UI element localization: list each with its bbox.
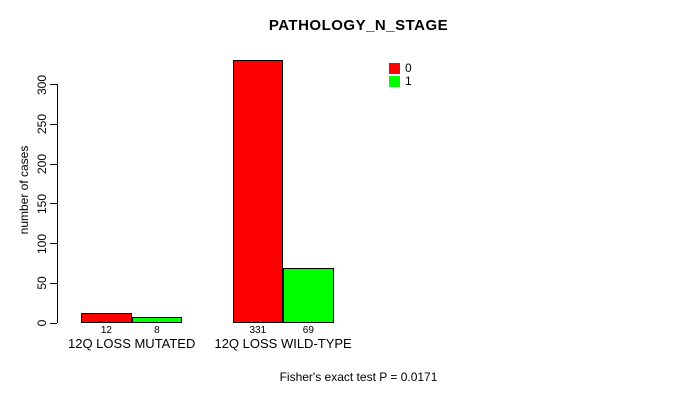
legend-item: 0	[389, 61, 412, 75]
legend-item: 1	[389, 74, 412, 88]
bar-1-1	[283, 268, 334, 323]
bar-value-label: 12	[100, 325, 112, 336]
legend-swatch	[389, 76, 400, 87]
y-axis-line	[57, 84, 58, 323]
y-tick-mark	[50, 243, 57, 244]
legend-label: 0	[405, 61, 412, 75]
bar-1-0	[131, 316, 183, 323]
annotation-text: Fisher's exact test P = 0.0171	[279, 370, 438, 384]
y-tick-mark	[50, 203, 57, 205]
chart-title: PATHOLOGY_N_STAGE	[268, 17, 449, 34]
bar-value-label: 69	[302, 325, 314, 336]
y-tick-label: 250	[35, 114, 49, 135]
y-tick-label: 0	[35, 319, 49, 327]
y-tick-label: 300	[35, 74, 49, 95]
category-label: 12Q LOSS MUTATED	[67, 336, 196, 351]
y-tick-label: 200	[35, 153, 49, 175]
bar-0-0	[81, 313, 132, 323]
bar-value-label: 8	[154, 325, 160, 336]
category-label: 12Q LOSS WILD-TYPE	[214, 336, 352, 351]
y-tick-label: 150	[35, 193, 49, 214]
y-tick-mark	[50, 84, 57, 85]
y-tick-mark	[50, 163, 57, 165]
y-axis-title: number of cases	[17, 145, 31, 235]
bar-value-label: 331	[249, 325, 267, 336]
y-tick-mark	[50, 123, 57, 125]
y-tick-mark	[50, 282, 57, 284]
y-tick-mark	[50, 322, 57, 324]
legend-swatch	[389, 63, 400, 74]
bar-0-1	[232, 59, 284, 323]
y-tick-label: 100	[35, 233, 49, 254]
legend-label: 1	[405, 74, 412, 88]
y-tick-label: 50	[35, 276, 49, 290]
